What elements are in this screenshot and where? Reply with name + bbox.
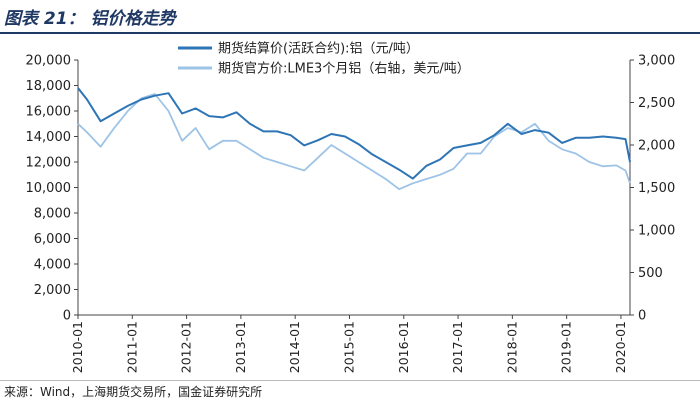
- x-tick-label: 2011-01: [124, 321, 139, 373]
- x-tick-label: 2012-01: [179, 321, 194, 373]
- legend-label: 期货结算价(活跃合约):铝（元/吨）: [218, 41, 419, 57]
- legend-label: 期货官方价:LME3个月铝（右轴，美元/吨）: [218, 61, 470, 77]
- y-right-tick-label: 0: [638, 309, 646, 324]
- y-left-tick-label: 6,000: [34, 232, 71, 247]
- y-left-tick-label: 12,000: [26, 156, 72, 171]
- aluminum-price-chart: 0 2,000 4,000 6,000 8,000 10,000 12,000 14,000 1…: [26, 41, 676, 374]
- y-left-tick-label: 14,000: [26, 130, 72, 145]
- title-underline: [0, 32, 700, 34]
- y-left-tick-label: 20,000: [26, 54, 72, 69]
- series-line-shfe-aluminum: [77, 87, 631, 180]
- y-right-tick-label: 500: [638, 266, 663, 281]
- y-left-tick-label: 16,000: [26, 105, 72, 120]
- y-left-tick-label: 8,000: [34, 207, 71, 222]
- x-tick-label: 2013-01: [233, 321, 248, 373]
- x-tick-label: 2015-01: [341, 321, 356, 373]
- x-tick-label: 2010-01: [70, 321, 85, 373]
- y-right-tick-label: 2,000: [638, 139, 675, 154]
- x-tick-label: 2019-01: [559, 321, 574, 373]
- y-right-tick-label: 1,000: [638, 224, 675, 239]
- x-tick-label: 2016-01: [396, 321, 411, 373]
- y-left-tick-label: 4,000: [34, 258, 71, 273]
- y-left-tick-label: 10,000: [26, 181, 72, 196]
- y-left-tick-label: 18,000: [26, 79, 72, 94]
- y-left-tick-label: 2,000: [34, 283, 71, 298]
- y-right-tick-label: 2,500: [638, 96, 675, 111]
- source-divider: [0, 380, 700, 381]
- x-tick-label: 2017-01: [450, 321, 465, 373]
- chart-title: 图表 21： 铝价格走势: [4, 9, 176, 29]
- title-bar: 图表 21： 铝价格走势: [0, 0, 700, 34]
- y-left-tick-label: 0: [63, 309, 71, 324]
- y-right-tick-label: 3,000: [638, 54, 675, 69]
- x-tick-label: 2020-01: [613, 321, 628, 373]
- series-line-lme-aluminum: [77, 93, 631, 191]
- source-note: 来源：Wind，上海期货交易所，国金证券研究所: [4, 385, 263, 399]
- y-right-tick-label: 1,500: [638, 181, 675, 196]
- x-tick-label: 2014-01: [287, 321, 302, 373]
- x-tick-label: 2018-01: [504, 321, 519, 373]
